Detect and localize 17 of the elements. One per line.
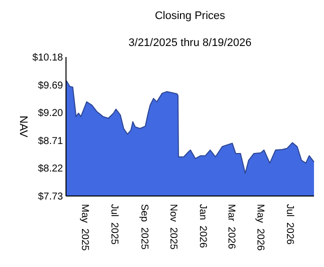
x-tick-label: Nov 2025: [168, 204, 179, 250]
x-tick-label: May 2025: [79, 204, 90, 252]
y-tick-label: $9.69: [38, 80, 64, 92]
x-tick-label: Mar 2026: [225, 204, 236, 250]
chart-title: Closing Prices: [154, 10, 226, 22]
y-tick-label: $9.20: [38, 108, 64, 120]
x-tick-label: Sep 2025: [138, 204, 150, 250]
x-tick-label: May 2026: [254, 204, 266, 252]
x-tick-label: Jul 2026: [284, 204, 295, 246]
y-tick-label: $8.22: [38, 164, 64, 175]
x-tick-label: Jul 2025: [108, 204, 120, 246]
y-axis-title: NAV: [17, 116, 29, 138]
chart-subtitle: 3/21/2025 thru 8/19/2026: [128, 37, 252, 49]
y-tick-label: $8.71: [38, 136, 64, 147]
y-tick-label: $10.18: [32, 52, 64, 64]
y-tick-label: $7.73: [38, 192, 64, 202]
x-tick-label: Jan 2026: [196, 204, 208, 248]
